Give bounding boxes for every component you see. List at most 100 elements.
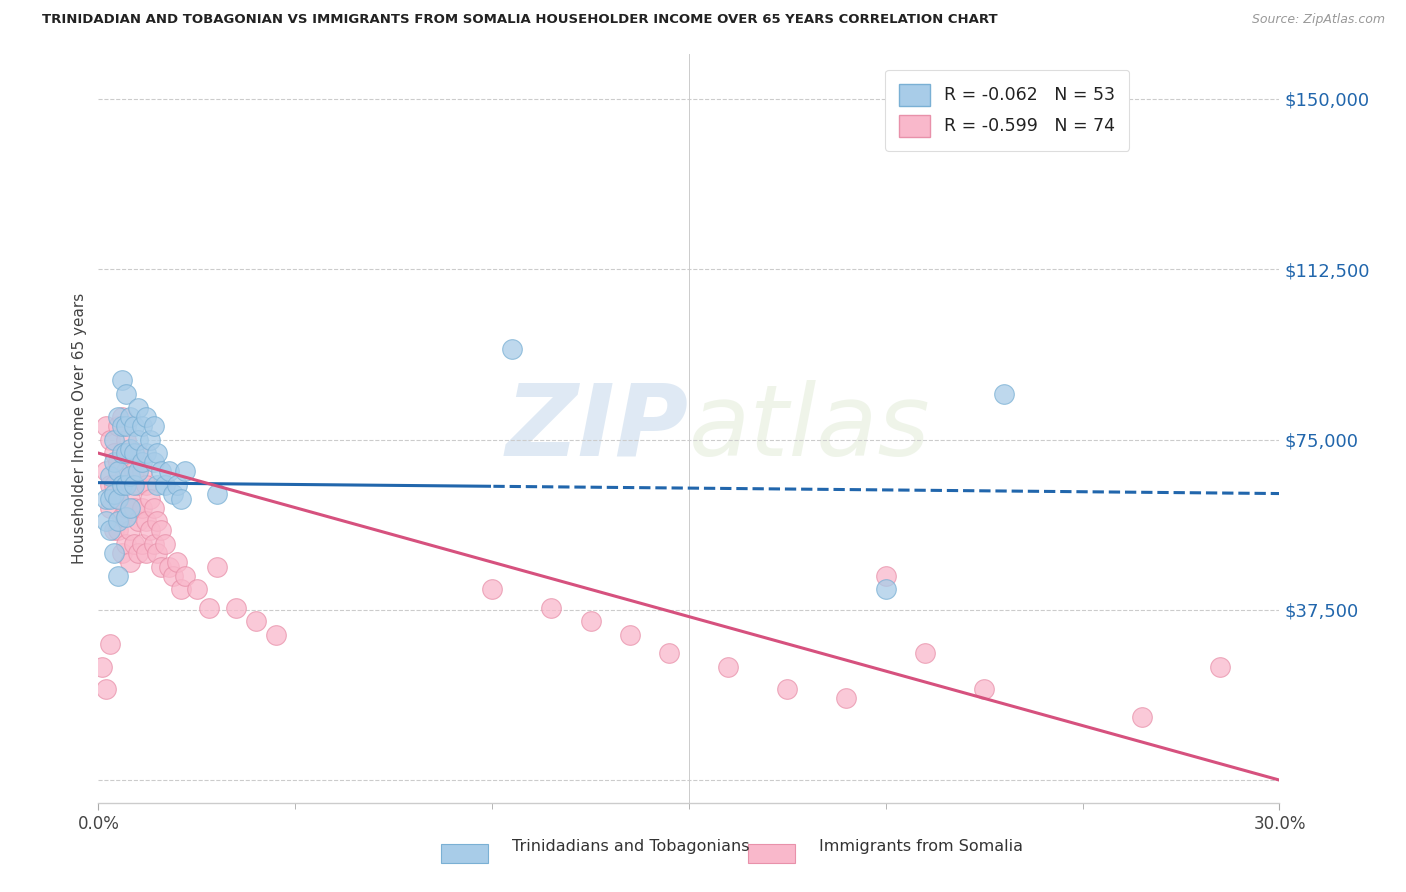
Point — [197, 600, 219, 615]
Point — [127, 446, 149, 460]
Point — [127, 478, 149, 492]
Point — [142, 455, 165, 469]
Point — [118, 500, 141, 515]
Point — [150, 524, 173, 538]
Point — [146, 446, 169, 460]
Point — [115, 387, 138, 401]
Point — [107, 491, 129, 506]
Point — [973, 682, 995, 697]
Point — [96, 418, 118, 433]
Point — [174, 464, 197, 478]
Point — [205, 487, 228, 501]
Point — [98, 524, 121, 538]
Point — [157, 464, 180, 478]
Point — [170, 582, 193, 597]
Point — [142, 500, 165, 515]
Point — [118, 409, 141, 424]
Point — [115, 537, 138, 551]
Point — [107, 409, 129, 424]
Point — [118, 455, 141, 469]
Point — [146, 546, 169, 560]
Point — [245, 614, 267, 628]
Point — [146, 514, 169, 528]
Point — [264, 628, 287, 642]
Point — [107, 455, 129, 469]
Point — [135, 446, 157, 460]
Point — [993, 387, 1015, 401]
Point — [115, 478, 138, 492]
Point — [115, 446, 138, 460]
Point — [174, 568, 197, 582]
Point — [107, 514, 129, 528]
Point — [111, 478, 134, 492]
Point — [142, 418, 165, 433]
Point — [103, 433, 125, 447]
Y-axis label: Householder Income Over 65 years: Householder Income Over 65 years — [72, 293, 87, 564]
Point — [98, 433, 121, 447]
Text: Source: ZipAtlas.com: Source: ZipAtlas.com — [1251, 13, 1385, 27]
Point — [115, 418, 138, 433]
Text: Immigrants from Somalia: Immigrants from Somalia — [818, 838, 1022, 854]
Point — [776, 682, 799, 697]
Point — [115, 464, 138, 478]
Point — [91, 659, 114, 673]
Point — [135, 409, 157, 424]
Point — [127, 401, 149, 415]
Point — [111, 374, 134, 388]
Point — [540, 600, 562, 615]
Point — [122, 478, 145, 492]
Point — [619, 628, 641, 642]
Point — [103, 524, 125, 538]
Point — [107, 464, 129, 478]
Point — [103, 478, 125, 492]
Point — [658, 646, 681, 660]
Point — [103, 455, 125, 469]
Point — [111, 409, 134, 424]
Point — [150, 559, 173, 574]
Point — [107, 524, 129, 538]
Point — [115, 433, 138, 447]
Point — [98, 491, 121, 506]
Point — [115, 500, 138, 515]
Point — [875, 582, 897, 597]
Point — [103, 446, 125, 460]
Point — [1209, 659, 1232, 673]
Point — [155, 478, 177, 492]
Point — [98, 478, 121, 492]
Point — [481, 582, 503, 597]
Point — [103, 487, 125, 501]
Point — [142, 537, 165, 551]
Point — [162, 487, 184, 501]
Point — [225, 600, 247, 615]
Point — [118, 524, 141, 538]
Point — [162, 568, 184, 582]
Point — [131, 537, 153, 551]
Legend: R = -0.062   N = 53, R = -0.599   N = 74: R = -0.062 N = 53, R = -0.599 N = 74 — [886, 70, 1129, 151]
Point — [138, 491, 160, 506]
Text: ZIP: ZIP — [506, 380, 689, 476]
Point — [138, 433, 160, 447]
Point — [122, 464, 145, 478]
Point — [118, 442, 141, 456]
Point — [150, 464, 173, 478]
Point — [717, 659, 740, 673]
Point — [131, 500, 153, 515]
Point — [835, 691, 858, 706]
Point — [111, 418, 134, 433]
Point — [111, 509, 134, 524]
Point — [96, 514, 118, 528]
Point — [127, 546, 149, 560]
Text: Trinidadians and Tobagonians: Trinidadians and Tobagonians — [512, 838, 749, 854]
FancyBboxPatch shape — [441, 844, 488, 863]
Point — [111, 478, 134, 492]
Point — [107, 491, 129, 506]
Point — [875, 568, 897, 582]
Point — [98, 468, 121, 483]
Point — [122, 418, 145, 433]
Point — [107, 568, 129, 582]
Point — [111, 446, 134, 460]
Point — [166, 478, 188, 492]
Point — [115, 509, 138, 524]
Point — [146, 478, 169, 492]
Point — [501, 342, 523, 356]
